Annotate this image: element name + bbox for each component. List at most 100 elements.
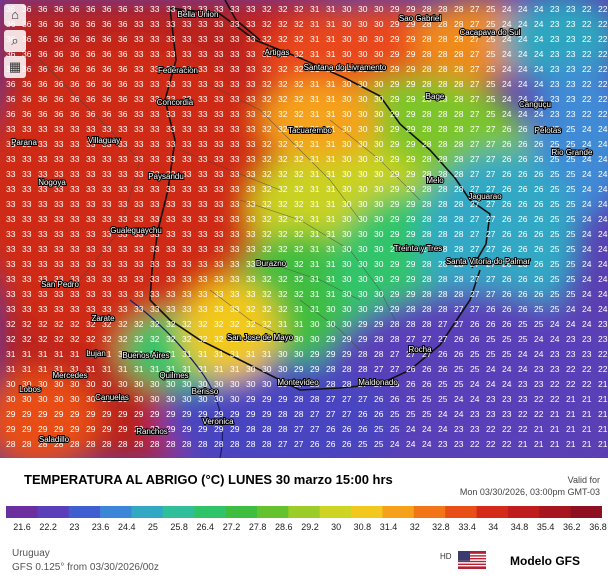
temp-value: 27 [374,364,384,374]
temp-value: 24 [582,139,592,149]
temp-value: 32 [278,34,288,44]
temp-value: 28 [278,409,288,419]
temp-value: 28 [454,289,464,299]
temp-value: 30 [166,394,176,404]
city-label: Nogoya [37,177,67,188]
temp-value: 30 [54,379,64,389]
city-label: Maldonado [357,377,399,388]
city-name: Saladillo [39,435,70,444]
temp-value: 33 [86,169,96,179]
temp-value: 28 [454,34,464,44]
temp-value: 33 [70,184,80,194]
temp-value: 28 [438,4,448,14]
temp-value: 25 [486,64,496,74]
temp-value: 21 [566,409,576,419]
temp-value: 27 [470,184,480,194]
temp-value: 24 [502,49,512,59]
city-label: Canuelas [94,392,130,403]
temp-value: 32 [70,319,80,329]
temp-value: 24 [406,424,416,434]
temp-value: 27 [470,79,480,89]
temp-value: 26 [438,349,448,359]
temp-value: 23 [598,319,608,329]
city-name: Concordia [157,98,194,107]
city-name: Pelotas [535,126,562,135]
temp-value: 33 [118,214,128,224]
temp-value: 29 [406,199,416,209]
scale-color-step [6,506,38,518]
temp-value: 30 [342,304,352,314]
temp-value: 25 [566,139,576,149]
scale-color-step [225,506,258,518]
temp-value: 28 [54,439,64,449]
city-label: Durazno [255,258,288,269]
temp-value: 32 [22,334,32,344]
temp-value: 33 [182,184,192,194]
temp-value: 33 [134,109,144,119]
temp-value: 33 [22,274,32,284]
city-label: Saladillo [38,434,71,445]
temp-value: 33 [54,199,64,209]
temp-value: 31 [182,364,192,374]
city-label: Sao Gabriel [398,13,442,24]
city-name: Bella Union [178,10,219,19]
scale-tick-label: 28.6 [275,522,293,532]
temp-value: 29 [6,409,16,419]
temp-value: 28 [454,109,464,119]
temp-value: 26 [518,229,528,239]
temp-value: 31 [134,349,144,359]
temp-value: 33 [102,229,112,239]
temp-value: 30 [134,394,144,404]
temp-value: 33 [118,184,128,194]
temp-value: 31 [102,349,112,359]
temp-value: 29 [198,424,208,434]
temp-value: 32 [278,79,288,89]
temp-value: 25 [550,154,560,164]
temp-value: 26 [518,154,528,164]
temp-value: 31 [326,274,336,284]
temp-value: 32 [262,274,272,284]
temp-value: 30 [374,94,384,104]
layers-icon[interactable]: ▦ [4,56,26,78]
temp-value: 26 [534,214,544,224]
country-borders [149,0,491,391]
temp-value: 33 [246,274,256,284]
temp-value: 31 [326,199,336,209]
temp-value: 33 [22,184,32,194]
temp-value: 33 [134,34,144,44]
temp-value: 26 [422,379,432,389]
temp-value: 28 [422,109,432,119]
temp-value: 31 [54,349,64,359]
temp-value: 33 [70,139,80,149]
temp-value: 33 [230,259,240,269]
valid-time: Valid for Mon 03/30/2026, 03:00pm GMT-03 [460,474,600,498]
home-icon[interactable]: ⌂ [4,4,26,26]
temp-value: 33 [6,289,16,299]
temp-value: 32 [150,319,160,329]
temp-value: 30 [358,154,368,164]
temp-value: 27 [470,94,480,104]
temp-value: 21 [582,394,592,404]
temp-value: 33 [38,154,48,164]
temperature-map[interactable]: 36 36 36 36 36 36 36 36 33 33 33 33 33 33 33 33 32 32 32 31… [0,0,608,458]
temp-value: 28 [438,304,448,314]
temp-value: 33 [198,49,208,59]
temp-value: 32 [262,109,272,119]
temp-value: 25 [470,364,480,374]
temp-value: 33 [214,259,224,269]
temp-value: 33 [6,259,16,269]
temp-value: 33 [150,184,160,194]
temp-value: 29 [294,364,304,374]
temp-value: 31 [326,34,336,44]
search-icon[interactable]: ⌕ [4,30,26,52]
temp-value: 30 [374,244,384,254]
temp-value: 22 [598,364,608,374]
temp-value: 33 [118,274,128,284]
temp-value: 30 [374,109,384,119]
temp-value: 32 [86,319,96,329]
temp-value: 30 [374,229,384,239]
temp-value: 32 [278,49,288,59]
temp-value: 33 [118,229,128,239]
temp-value: 33 [214,49,224,59]
temp-value: 26 [438,364,448,374]
